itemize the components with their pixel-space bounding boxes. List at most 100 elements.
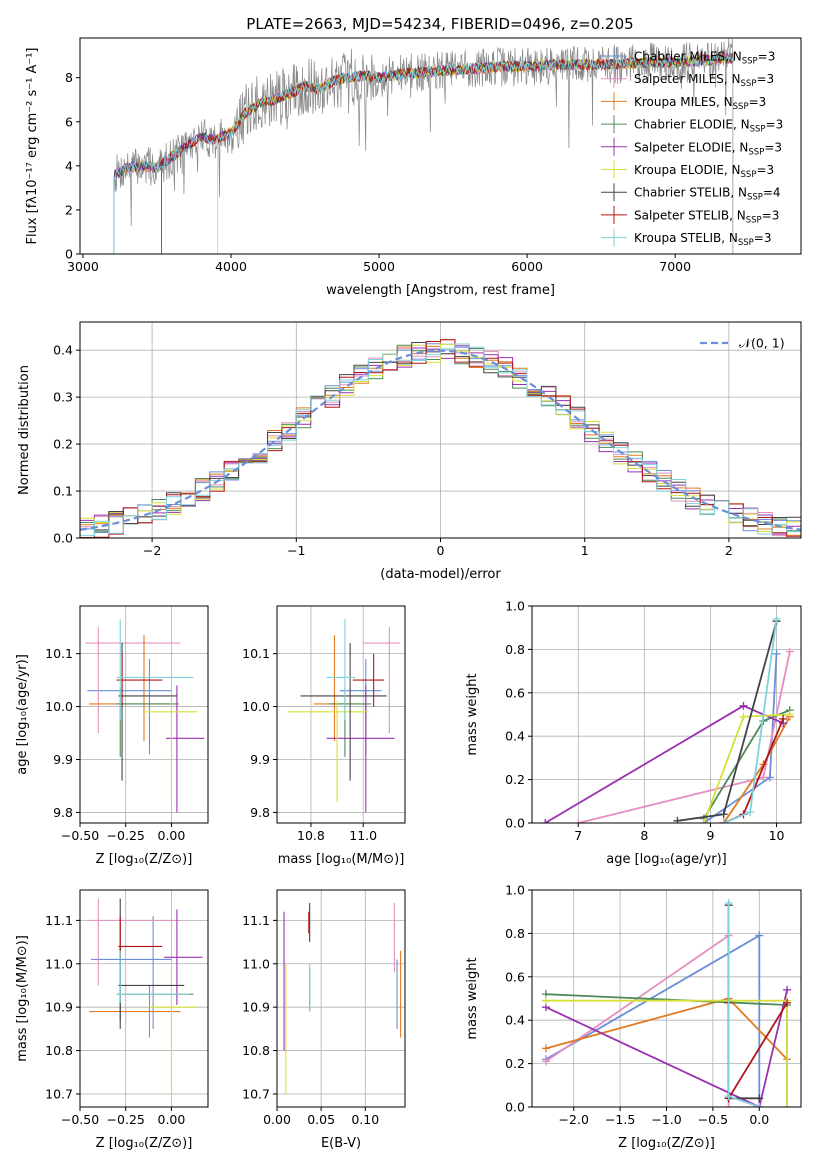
x-tick-label: 5000 (363, 259, 395, 274)
age_vs_mass-axes: 10.8 11.0 9.8 9.9 10.0 10.1 mass [log₁₀(M/M⊙)] (242, 606, 405, 867)
model-spectrum-line (113, 52, 734, 254)
legend-entry-subscript: SSP (746, 215, 762, 225)
y-tick-label: 11.0 (45, 956, 73, 971)
y-tick-label: 11.1 (242, 913, 270, 928)
errorbar-point (363, 627, 400, 734)
y-tick-label: 6 (65, 114, 73, 129)
x-axis-label: E(B-V) (321, 1136, 361, 1151)
y-tick-label: 10.0 (45, 699, 73, 714)
legend-entry-suffix: =3 (762, 208, 780, 222)
legend-entry-text: Chabrier MILES, N (634, 50, 742, 64)
errorbar-point (164, 909, 203, 1006)
mass-weight-marker (699, 819, 708, 823)
spectrum-plot-area (113, 38, 735, 254)
x-tick-label: −2.0 (559, 1112, 589, 1127)
legend-entry-label: Kroupa ELODIE, NSSP=3 (634, 163, 774, 180)
y-tick-label: 0.8 (505, 926, 525, 941)
mass-weight-line (578, 651, 791, 823)
legend-entry-suffix: =3 (756, 163, 774, 177)
age_vs_mass-frame (276, 605, 406, 824)
x-axis-label: mass [log₁₀(M/M⊙)] (278, 852, 405, 867)
legend-entry-suffix: =4 (763, 186, 781, 200)
legend-entry-label: Chabrier MILES, NSSP=3 (634, 50, 775, 67)
x-tick-label: 8 (640, 828, 648, 843)
errorbar-point (165, 685, 205, 813)
y-tick-label: 8 (65, 70, 73, 85)
mass-weight-marker (783, 1103, 792, 1107)
x-tick-label: 2 (725, 543, 733, 558)
mass-weight-marker (739, 701, 748, 710)
legend-entry-label: Salpeter STELIB, NSSP=3 (634, 208, 779, 225)
errorbar-point (313, 635, 358, 741)
y-tick-label: 10.8 (242, 1043, 270, 1058)
x-tick-label: −1.5 (605, 1112, 635, 1127)
mass-weight-marker (772, 615, 781, 624)
mass-weight-marker (759, 773, 768, 782)
x-tick-label: 11.0 (349, 828, 377, 843)
errorbar-point (116, 619, 194, 720)
errorbar-point (300, 643, 387, 781)
errorbar-point (118, 916, 163, 960)
mass_vs_ebv-frame (276, 889, 406, 1108)
errorbar-point (326, 685, 395, 813)
residuals-plot-area (80, 339, 801, 538)
x-tick-label: −0.50 (61, 828, 99, 843)
y-axis-label: mass [log₁₀(M/M⊙)] (15, 935, 30, 1062)
y-tick-label: 0 (65, 247, 73, 262)
mass-weight-marker (739, 712, 748, 721)
y-tick-label: 0.6 (505, 685, 525, 700)
y-tick-label: 9.9 (53, 752, 73, 767)
errorbar-point (145, 701, 198, 802)
y-tick-label: 10.1 (45, 646, 73, 661)
y-tick-label: 10.7 (45, 1086, 73, 1101)
normal-reference-curve (80, 349, 801, 531)
mass-weight-marker (541, 996, 550, 1005)
x-tick-label: −0.25 (107, 1112, 145, 1127)
figure-title: PLATE=2663, MJD=54234, FIBERID=0496, z=0… (246, 15, 633, 33)
legend-entry-label: Kroupa MILES, NSSP=3 (634, 95, 766, 112)
errorbar-point (89, 898, 181, 986)
y-tick-label: 0.0 (505, 1100, 525, 1115)
legend-entry-label: Chabrier ELODIE, NSSP=3 (634, 118, 783, 135)
residuals-frame (79, 321, 802, 539)
mass-weight-marker (755, 1094, 764, 1103)
massweight_vs_age-plot-area (541, 615, 794, 823)
y-tick-label: 0.4 (505, 729, 525, 744)
y-tick-label: 0.3 (53, 390, 73, 405)
legend-entry-suffix: =3 (749, 95, 767, 109)
mass-weight-marker (785, 647, 794, 656)
errorbar-point (149, 963, 198, 1099)
y-tick-label: 4 (65, 158, 73, 173)
mass-weight-line (545, 933, 730, 1107)
x-tick-label: −1 (287, 543, 305, 558)
errorbar-point (287, 701, 369, 802)
y-tick-label: 0.6 (505, 969, 525, 984)
residuals-axes: −2 −1 0 1 2 0.0 0.1 0.2 0.3 0.4 (data-model)/error… (17, 322, 801, 582)
x-tick-label: 1 (581, 543, 589, 558)
legend-entry-subscript: SSP (741, 79, 757, 89)
x-axis-label: Z [log₁₀(Z/Z⊙)] (618, 1136, 715, 1151)
x-tick-label: −1.0 (651, 1112, 681, 1127)
mass-weight-marker (779, 714, 788, 723)
mass-weight-marker (541, 1057, 550, 1066)
x-tick-label: 0.10 (351, 1112, 379, 1127)
x-tick-label: 9 (706, 828, 714, 843)
mass_vs_Z-frame (79, 889, 209, 1108)
legend-entry-text: Kroupa MILES, N (634, 95, 733, 109)
y-axis-label: age [log₁₀(age/yr)] (15, 654, 30, 775)
mass_vs_ebv-axes: 0.00 0.05 0.10 10.7 10.8 10.9 11.0 11.1 E(B-V) (242, 890, 405, 1151)
x-axis-label: age [log₁₀(age/yr)] (606, 852, 727, 867)
mass-weight-marker (724, 1092, 733, 1101)
legend-entry-text: Kroupa ELODIE, N (634, 163, 741, 177)
x-tick-label: 10 (769, 828, 785, 843)
x-tick-label: 0 (437, 543, 445, 558)
mass-weight-marker (719, 810, 728, 819)
x-tick-label: −0.25 (107, 828, 145, 843)
y-tick-label: 10.9 (242, 1000, 270, 1015)
mass-weight-marker (783, 985, 792, 994)
y-tick-label: 0.0 (505, 816, 525, 831)
legend-entry-label: 𝒩(0, 1) (739, 336, 785, 351)
y-tick-label: 10.8 (45, 1043, 73, 1058)
x-tick-label: −0.5 (698, 1112, 728, 1127)
